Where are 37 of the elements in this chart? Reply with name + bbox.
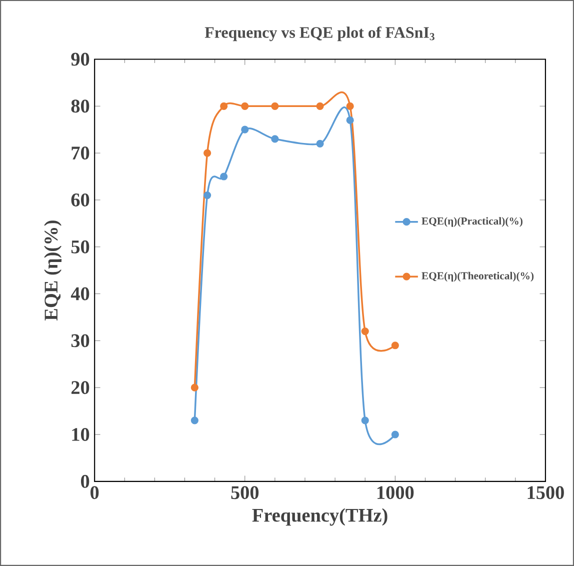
point	[190, 384, 198, 392]
y-tick-label: 20	[71, 381, 90, 394]
point	[203, 149, 212, 157]
point	[346, 116, 354, 124]
point	[203, 191, 212, 200]
y-tick-label: 90	[71, 52, 90, 66]
y-tick-label: 40	[70, 287, 90, 300]
point	[346, 102, 354, 110]
legend-label: EQE(η)(Theoretical)(%)	[422, 272, 534, 282]
y-tick-label: 80	[71, 100, 90, 113]
point	[190, 416, 198, 424]
x-axis-title: Frequency(THz)	[252, 508, 388, 526]
point	[271, 102, 279, 110]
y-tick-label: 50	[71, 240, 90, 254]
y-tick-label: 10	[72, 428, 90, 441]
y-axis-title: EQE (η)(%)	[44, 220, 62, 321]
x-tick-label: 500	[231, 486, 259, 500]
x-tick-label: 0	[90, 486, 99, 500]
point	[220, 172, 228, 180]
y-tick-label: 0	[80, 474, 90, 488]
point	[391, 342, 399, 350]
point	[220, 102, 228, 110]
point	[391, 430, 399, 438]
y-tick-label: 30	[71, 334, 90, 348]
point	[316, 102, 324, 110]
point	[241, 102, 249, 110]
y-tick-label: 70	[72, 146, 90, 160]
chart-title: Frequency vs EQE plot of FASnI$_{3}$	[204, 26, 434, 42]
point	[361, 328, 369, 336]
x-tick-label: 1500	[528, 486, 564, 500]
x-tick-label: 1000	[378, 486, 414, 500]
legend-label: EQE(η)(Practical)(%)	[422, 217, 522, 227]
point	[361, 416, 369, 424]
point	[316, 140, 324, 148]
y-tick-label: 60	[71, 193, 90, 206]
point	[271, 135, 279, 143]
point	[241, 126, 249, 134]
